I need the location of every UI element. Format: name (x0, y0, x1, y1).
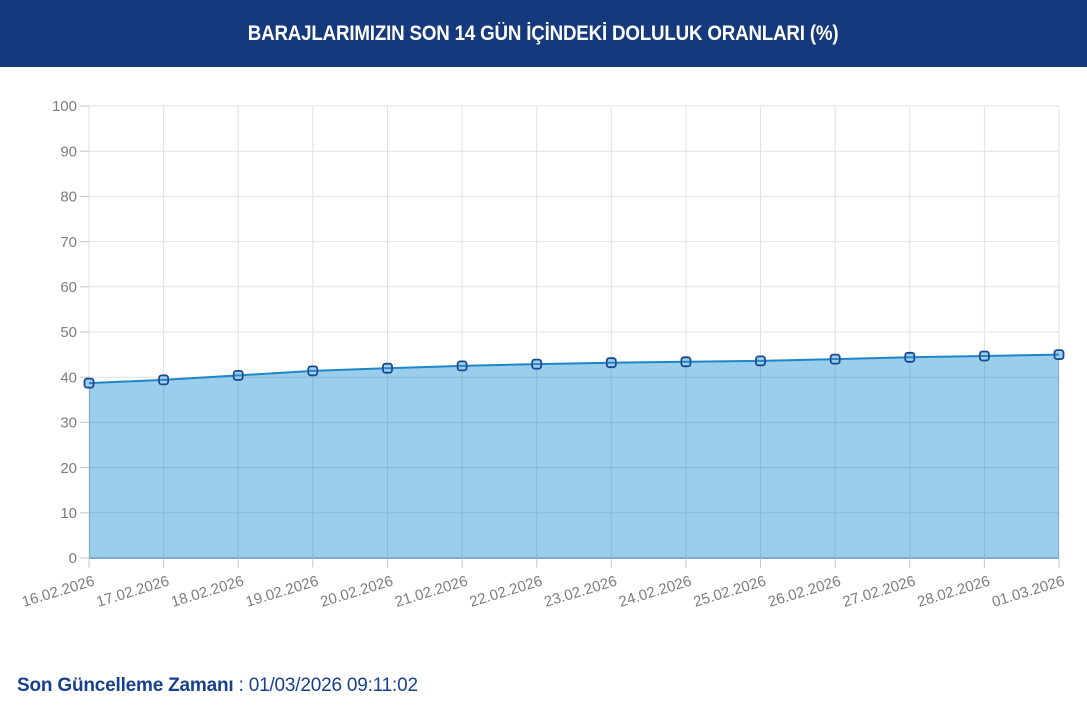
svg-text:20.02.2026: 20.02.2026 (318, 573, 395, 611)
svg-text:21.02.2026: 21.02.2026 (393, 573, 470, 611)
svg-text:0: 0 (69, 550, 77, 567)
svg-text:16.02.2026: 16.02.2026 (20, 573, 97, 611)
svg-text:10: 10 (60, 505, 77, 522)
svg-text:100: 100 (52, 98, 77, 115)
svg-text:24.02.2026: 24.02.2026 (617, 573, 694, 611)
svg-text:01.03.2026: 01.03.2026 (990, 573, 1067, 611)
svg-text:80: 80 (60, 189, 77, 206)
svg-text:19.02.2026: 19.02.2026 (244, 573, 321, 611)
svg-text:18.02.2026: 18.02.2026 (169, 573, 246, 611)
svg-text:28.02.2026: 28.02.2026 (915, 573, 992, 611)
svg-text:60: 60 (60, 279, 77, 296)
svg-text:17.02.2026: 17.02.2026 (95, 573, 172, 611)
svg-text:26.02.2026: 26.02.2026 (766, 573, 843, 611)
svg-text:40: 40 (60, 369, 77, 386)
svg-text:70: 70 (60, 234, 77, 251)
svg-text:22.02.2026: 22.02.2026 (468, 573, 545, 611)
svg-text:25.02.2026: 25.02.2026 (691, 573, 768, 611)
svg-text:27.02.2026: 27.02.2026 (841, 573, 918, 611)
svg-text:23.02.2026: 23.02.2026 (542, 573, 619, 611)
svg-text:30: 30 (60, 415, 77, 432)
svg-text:50: 50 (60, 324, 77, 341)
svg-text:20: 20 (60, 460, 77, 477)
svg-text:90: 90 (60, 143, 77, 160)
